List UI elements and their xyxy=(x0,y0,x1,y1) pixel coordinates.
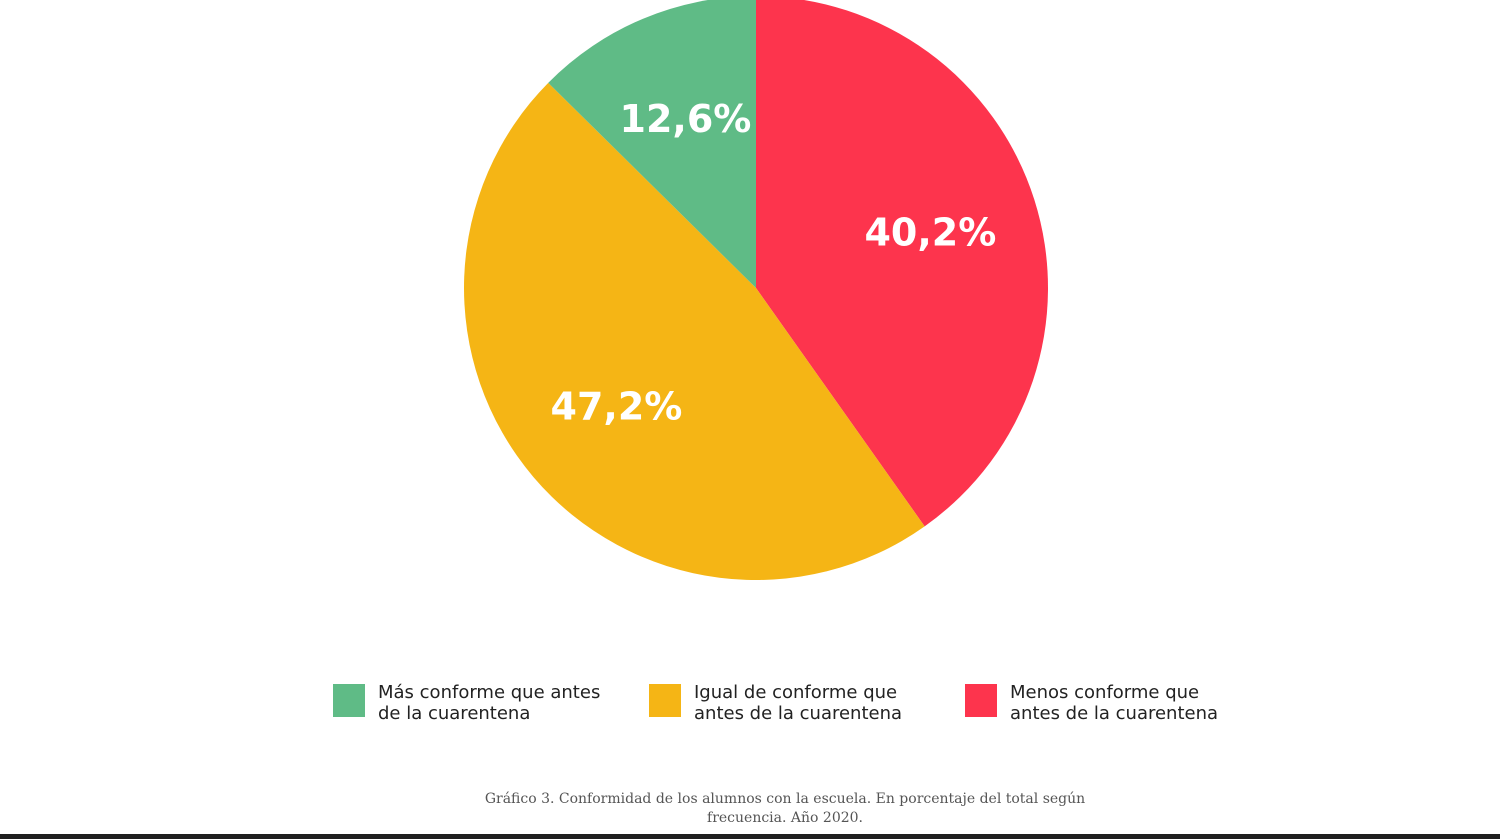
pie-slice xyxy=(756,0,1048,527)
legend-swatch-red xyxy=(965,684,997,717)
legend-item-menos-conforme: Menos conforme que antes de la cuarenten… xyxy=(965,682,1285,724)
chart-caption: Gráfico 3. Conformidad de los alumnos co… xyxy=(484,791,1086,826)
legend-item-igual-conforme: Igual de conforme que antes de la cuaren… xyxy=(649,682,965,724)
legend-swatch-green xyxy=(333,684,365,717)
legend-label: Menos conforme que antes de la cuarenten… xyxy=(1010,682,1219,724)
pie-slice xyxy=(548,0,756,288)
pie-slice-label: 12,6% xyxy=(620,97,752,141)
legend-label: Igual de conforme que antes de la cuaren… xyxy=(694,682,903,724)
legend-item-mas-conforme: Más conforme que antes de la cuarentena xyxy=(333,682,649,724)
pie-slice xyxy=(464,82,925,580)
window-bottom-edge xyxy=(0,834,1500,839)
legend-label: Más conforme que antes de la cuarentena xyxy=(378,682,601,724)
pie-slice-label: 47,2% xyxy=(551,384,683,428)
chart-legend: Más conforme que antes de la cuarentena … xyxy=(333,682,1285,724)
pie-slice-label: 40,2% xyxy=(864,211,996,255)
legend-swatch-yellow xyxy=(649,684,681,717)
